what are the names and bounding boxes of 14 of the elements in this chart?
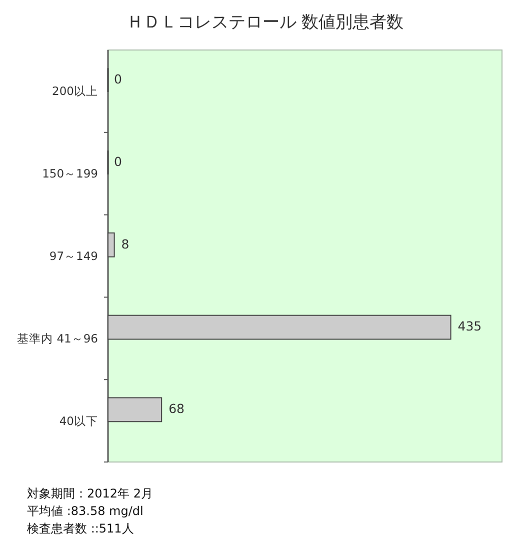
data-label: 0 bbox=[114, 72, 122, 86]
data-label: 0 bbox=[114, 154, 122, 169]
y-tick-label: 40以下 bbox=[59, 414, 98, 428]
text: 平均値 :83.58 mg/dl bbox=[27, 504, 144, 518]
data-label: 68 bbox=[168, 401, 185, 416]
text: 検査患者数 ::511人 bbox=[27, 521, 134, 536]
data-label: 8 bbox=[121, 236, 130, 252]
chart-title: ＨＤＬコレステロール 数値別患者数 bbox=[126, 12, 404, 33]
y-tick-label: 基準内 41～96 bbox=[17, 331, 98, 346]
data-label: 435 bbox=[458, 318, 482, 334]
y-tick-label: 150～199 bbox=[42, 166, 98, 181]
text: 対象期間：2012年 2月 bbox=[27, 486, 153, 500]
y-tick-label: 200以上 bbox=[52, 84, 98, 98]
y-tick-label: 97～149 bbox=[49, 248, 98, 263]
